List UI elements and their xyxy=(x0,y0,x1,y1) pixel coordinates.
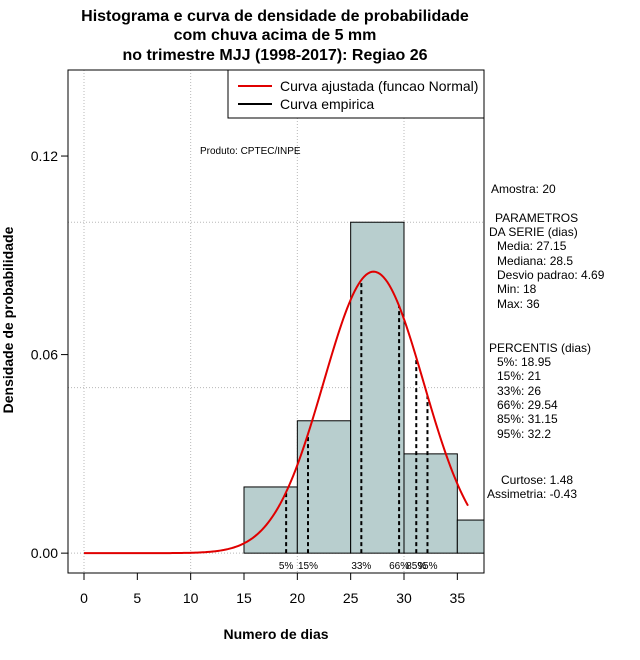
stat-mediana: Mediana: 28.5 xyxy=(497,254,573,268)
y-axis-label: Densidade de probabilidade xyxy=(0,226,16,413)
y-tick-label: 0.12 xyxy=(31,148,58,164)
product-annotation: Produto: CPTEC/INPE xyxy=(200,146,301,157)
x-tick-label: 25 xyxy=(343,590,359,606)
x-axis-label: Numero de dias xyxy=(223,626,328,642)
legend-label-normal: Curva ajustada (funcao Normal) xyxy=(280,78,478,94)
stat-p85: 85%: 31.15 xyxy=(497,412,558,426)
x-tick-label: 35 xyxy=(450,590,466,606)
y-tick-label: 0.06 xyxy=(31,347,58,363)
percentile-label: 85% xyxy=(406,561,426,572)
stat-p95: 95%: 32.2 xyxy=(497,427,551,441)
y-tick-label: 0.00 xyxy=(31,545,58,561)
percentile-label: 15% xyxy=(298,561,318,572)
stat-param-title-1: PARAMETROS xyxy=(495,211,578,225)
histogram-bar xyxy=(350,221,405,554)
percentile-label: 5% xyxy=(279,561,294,572)
x-tick-label: 0 xyxy=(80,590,88,606)
stat-p33: 33%: 26 xyxy=(497,384,541,398)
histogram-bar xyxy=(403,453,458,554)
histogram-bar xyxy=(456,519,485,554)
legend: Curva ajustada (funcao Normal) Curva emp… xyxy=(227,69,485,119)
stat-media: Media: 27.15 xyxy=(497,239,567,253)
x-tick-label: 30 xyxy=(396,590,412,606)
x-tick-label: 5 xyxy=(133,590,141,606)
stats-panel: Amostra: 20 PARAMETROS DA SERIE (dias) M… xyxy=(487,182,605,501)
x-tick-label: 20 xyxy=(290,590,306,606)
stat-p5: 5%: 18.95 xyxy=(497,355,551,369)
stat-assimetria: Assimetria: -0.43 xyxy=(487,487,577,501)
chart-title-line-2: com chuva acima de 5 mm xyxy=(174,27,377,44)
stat-max: Max: 36 xyxy=(497,297,540,311)
histogram-bar xyxy=(296,420,352,554)
stat-desvio: Desvio padrao: 4.69 xyxy=(497,268,605,282)
stat-min: Min: 18 xyxy=(497,282,537,296)
legend-label-empirical: Curva empirica xyxy=(280,96,374,112)
stat-perc-title: PERCENTIS (dias) xyxy=(489,341,591,355)
x-tick-label: 10 xyxy=(183,590,199,606)
stat-param-title-2: DA SERIE (dias) xyxy=(489,225,578,239)
legend-box xyxy=(227,69,485,119)
percentile-label: 33% xyxy=(351,561,371,572)
chart-title-line-1: Histograma e curva de densidade de proba… xyxy=(81,8,469,25)
stat-p66: 66%: 29.54 xyxy=(497,398,558,412)
stat-curtose: Curtose: 1.48 xyxy=(501,473,573,487)
stat-amostra: Amostra: 20 xyxy=(491,182,556,196)
normal-curve xyxy=(84,270,469,555)
x-tick-label: 15 xyxy=(236,590,252,606)
percentile-label: 66% xyxy=(389,561,409,572)
chart-title-line-3: no trimestre MJJ (1998-2017): Regiao 26 xyxy=(122,47,427,64)
percentile-label: 95% xyxy=(417,561,437,572)
stat-p15: 15%: 21 xyxy=(497,369,541,383)
